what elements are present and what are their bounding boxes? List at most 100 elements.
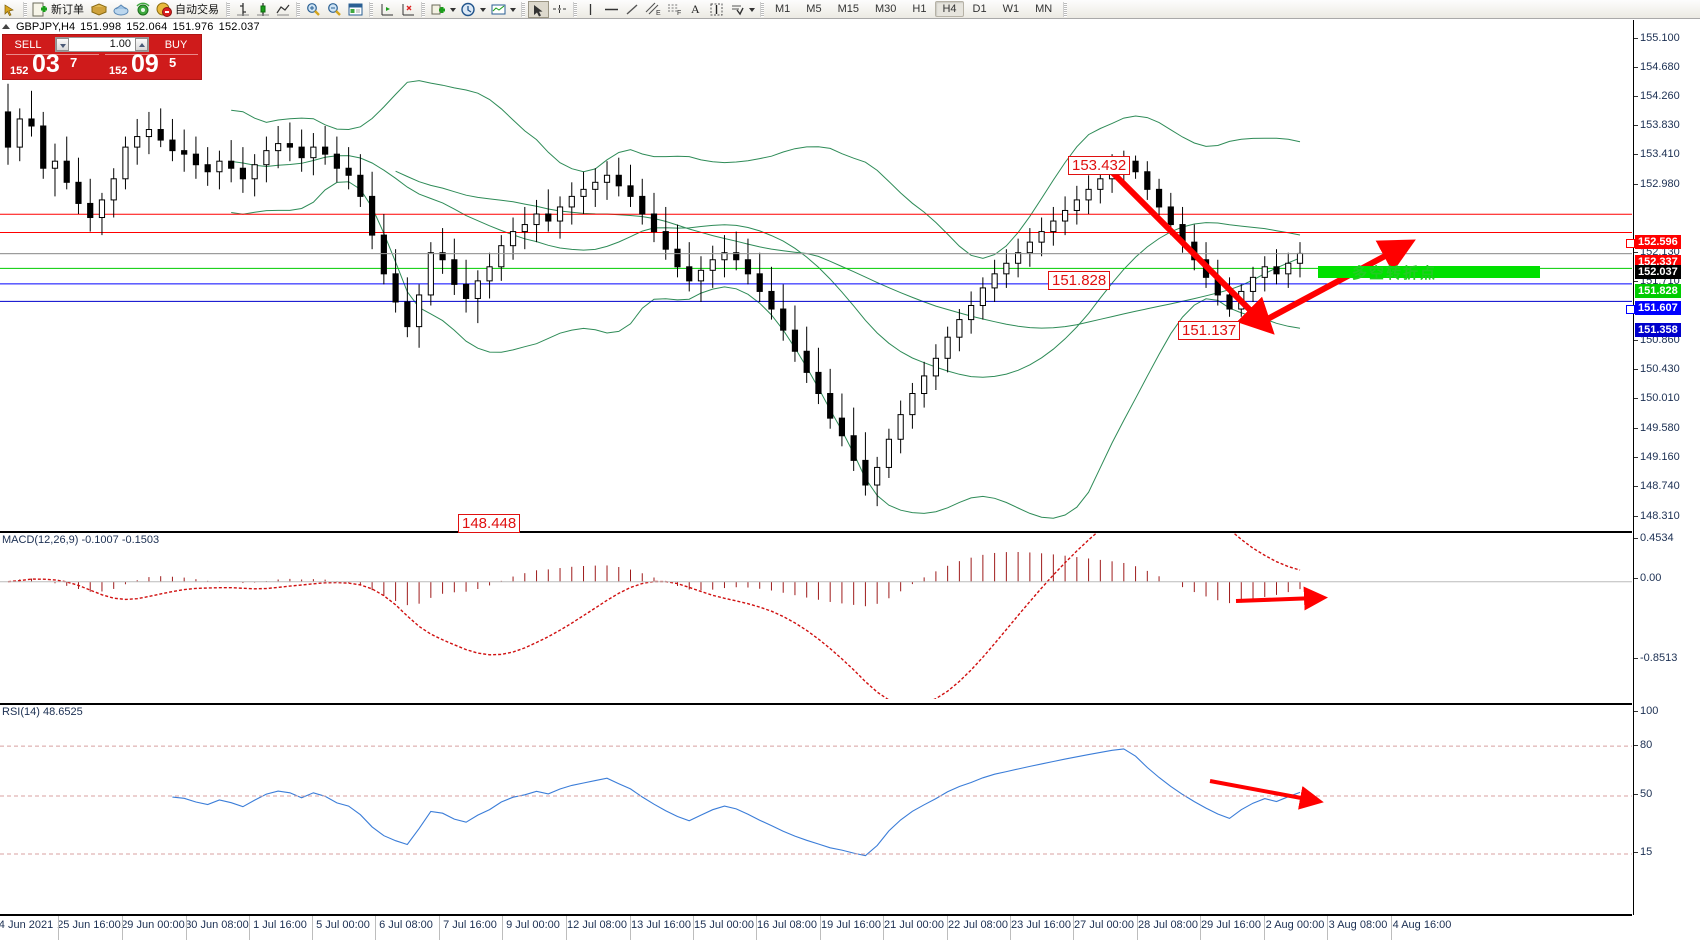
price-level-badge[interactable]: 151.828 xyxy=(1635,284,1681,298)
buy-button[interactable]: BUY xyxy=(164,38,188,51)
time-axis-divider xyxy=(1200,916,1201,940)
chevron-down-icon[interactable] xyxy=(479,1,488,18)
time-axis-label: 27 Jul 00:00 xyxy=(1074,919,1134,931)
vline-icon[interactable] xyxy=(580,1,601,18)
candlestick-chart-icon[interactable] xyxy=(253,0,273,18)
ohlc-high: 152.064 xyxy=(126,20,168,33)
volume-increment-icon[interactable] xyxy=(135,38,148,51)
time-axis-label: 29 Jul 16:00 xyxy=(1201,919,1261,931)
one-click-trading-panel[interactable]: SELL 1.00 BUY 152 03 7 152 09 5 xyxy=(2,34,202,80)
price-level-badge[interactable]: 152.596 xyxy=(1635,235,1681,249)
chart-shift-icon[interactable] xyxy=(345,0,366,18)
timeframe-h1[interactable]: H1 xyxy=(912,3,927,15)
new-order-button[interactable]: 新订单 xyxy=(30,0,88,18)
buy-price[interactable]: 152 09 5 xyxy=(105,52,198,80)
rsi-tick: 80 xyxy=(1634,739,1652,751)
market-watch-icon[interactable] xyxy=(132,0,154,18)
price-level-badge[interactable]: 151.358 xyxy=(1635,323,1681,337)
time-axis-divider xyxy=(756,916,757,940)
text-icon[interactable]: A xyxy=(685,1,706,18)
toolbar-separator xyxy=(369,1,373,17)
volume-value[interactable]: 1.00 xyxy=(69,38,135,51)
time-axis-label: 15 Jul 00:00 xyxy=(694,919,754,931)
templates-icon[interactable] xyxy=(488,0,509,18)
annot-pivot-151828[interactable]: 151.828 xyxy=(1048,271,1111,290)
timeframe-m30[interactable]: M30 xyxy=(874,3,897,15)
time-axis-divider xyxy=(1010,916,1011,940)
price-tick: 153.410 xyxy=(1634,148,1680,160)
toolbar-separator xyxy=(421,1,425,17)
line-chart-icon[interactable] xyxy=(273,0,293,18)
zoom-out-icon[interactable] xyxy=(324,0,345,18)
chevron-down-icon[interactable] xyxy=(449,1,458,18)
timeframe-w1[interactable]: W1 xyxy=(1002,3,1020,15)
fibonacci-icon[interactable]: F xyxy=(664,1,685,18)
hline-icon[interactable] xyxy=(601,1,622,18)
timeframe-m5[interactable]: M5 xyxy=(806,3,822,15)
timeframe-h4[interactable]: H4 xyxy=(935,1,964,17)
time-axis-label: 1 Jul 16:00 xyxy=(253,919,307,931)
annot-low-151137[interactable]: 151.137 xyxy=(1178,321,1241,340)
buy-price-pipette: 5 xyxy=(169,55,177,70)
rsi-tick: 15 xyxy=(1634,846,1652,858)
time-axis-divider xyxy=(186,916,187,940)
time-axis-label: 23 Jul 16:00 xyxy=(1011,919,1071,931)
timeframe-m1[interactable]: M1 xyxy=(775,3,791,15)
time-axis-divider xyxy=(1073,916,1074,940)
price-level-badge[interactable]: 152.037 xyxy=(1635,265,1681,279)
volume-decrement-icon[interactable] xyxy=(56,38,69,51)
macd-pane[interactable]: MACD(12,26,9) -0.1007 -0.1503 xyxy=(0,531,1632,701)
sell-price[interactable]: 152 03 7 xyxy=(6,52,99,80)
price-level-handle[interactable] xyxy=(1626,239,1635,248)
annot-low-148448[interactable]: 148.448 xyxy=(458,514,521,533)
bar-chart-icon[interactable] xyxy=(233,0,253,18)
collapse-triangle-icon[interactable] xyxy=(2,24,10,29)
chart-shift-end-icon[interactable] xyxy=(397,0,418,18)
trendline-icon[interactable] xyxy=(622,1,643,18)
shapes-icon[interactable] xyxy=(727,1,748,18)
annot-high-153432[interactable]: 153.432 xyxy=(1068,156,1131,175)
auto-trading-button[interactable]: 自动交易 xyxy=(154,0,223,18)
price-tick: 148.740 xyxy=(1634,480,1680,492)
time-axis[interactable]: 4 Jun 2021 25 Jun 16:00 29 Jun 00:00 30 Jun… xyxy=(0,914,1632,940)
volume-stepper[interactable]: 1.00 xyxy=(55,37,149,52)
data-window-icon[interactable] xyxy=(88,0,110,18)
add-indicator-icon[interactable] xyxy=(428,0,449,18)
chevron-down-icon[interactable] xyxy=(509,1,518,18)
cursor-tool-icon[interactable] xyxy=(0,0,20,18)
time-axis-label: 7 Jul 16:00 xyxy=(443,919,497,931)
timeframe-d1[interactable]: D1 xyxy=(972,3,987,15)
price-tick: 148.310 xyxy=(1634,510,1680,522)
crosshair-icon[interactable] xyxy=(549,1,570,18)
equidistant-channel-icon[interactable]: E xyxy=(643,1,664,18)
text-label-icon[interactable] xyxy=(706,1,727,18)
time-axis-label: 4 Aug 16:00 xyxy=(1392,919,1452,931)
time-axis-label: 30 Jun 08:00 xyxy=(185,919,249,931)
time-axis-divider xyxy=(1264,916,1265,940)
time-axis-divider xyxy=(439,916,440,940)
time-axis-label: 19 Jul 16:00 xyxy=(821,919,881,931)
time-axis-label: 2 Aug 00:00 xyxy=(1265,919,1325,931)
time-axis-divider xyxy=(947,916,948,940)
svg-text:F: F xyxy=(677,10,681,16)
rsi-canvas xyxy=(0,745,1632,857)
price-tick: 150.860 xyxy=(1634,334,1680,346)
cursor-icon[interactable] xyxy=(528,0,549,18)
price-level-handle[interactable] xyxy=(1626,305,1635,314)
rsi-pane[interactable]: RSI(14) 48.6525 xyxy=(0,703,1632,915)
auto-scroll-icon[interactable] xyxy=(376,0,397,18)
time-axis-label: 21 Jul 00:00 xyxy=(884,919,944,931)
navigator-icon[interactable] xyxy=(110,0,132,18)
timeframe-m15[interactable]: M15 xyxy=(837,3,859,15)
price-tick: 152.980 xyxy=(1634,178,1680,190)
main-toolbar[interactable]: 新订单 自动交易 xyxy=(0,0,1700,19)
zoom-in-icon[interactable] xyxy=(303,0,324,18)
sell-button[interactable]: SELL xyxy=(14,38,42,51)
chevron-down-icon[interactable] xyxy=(748,1,757,18)
period-icon[interactable] xyxy=(458,0,479,18)
timeframe-mn[interactable]: MN xyxy=(1035,3,1053,15)
price-scale[interactable]: 155.100 154.680 154.260 153.830 153.410 152.9… xyxy=(1633,20,1700,915)
trend-reversal-label: 多空转折点 xyxy=(1352,264,1438,282)
price-level-badge[interactable]: 151.607 xyxy=(1635,301,1681,315)
price-tick: 149.580 xyxy=(1634,422,1680,434)
